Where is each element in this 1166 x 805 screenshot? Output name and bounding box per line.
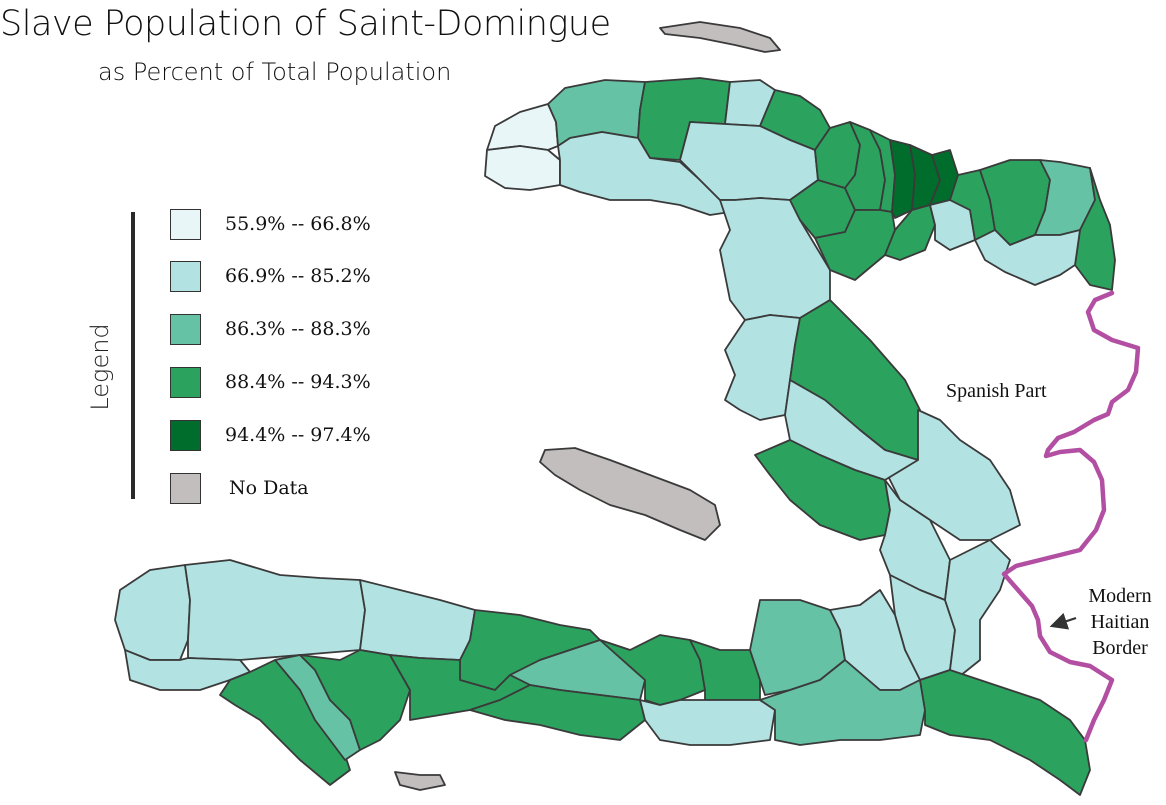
- no-data-island: [394, 771, 446, 791]
- legend-item-4: 88.4% -- 94.3%: [170, 365, 371, 399]
- spanish-part-label: Spanish Part: [946, 380, 1047, 402]
- legend-swatch-5: [170, 419, 201, 451]
- no-data-island: [659, 21, 781, 53]
- legend-swatch-2: [170, 260, 201, 292]
- map-subtitle: as Percent of Total Population: [98, 58, 452, 86]
- legend-item-6: No Data: [170, 471, 309, 505]
- legend-swatch-3: [170, 313, 201, 345]
- legend-label-4: 88.4% -- 94.3%: [225, 371, 371, 393]
- legend-label-1: 55.9% -- 66.8%: [225, 213, 371, 235]
- parish-region: [299, 649, 411, 751]
- parish-region: [114, 564, 191, 661]
- legend-swatch-6: [170, 472, 201, 504]
- modern-border-label: Modern Haitian Border: [1072, 583, 1166, 661]
- modern-haitian-border-line: [1001, 290, 1141, 743]
- border-pointer-arrow: [1049, 612, 1077, 630]
- modern-border-label-line-2: Haitian: [1090, 611, 1150, 633]
- map-title: Slave Population of Saint-Domingue: [0, 4, 611, 44]
- parish-region: [974, 229, 1081, 286]
- legend-item-2: 66.9% -- 85.2%: [170, 259, 371, 293]
- parish-region: [484, 145, 561, 191]
- parish-region: [184, 559, 366, 661]
- legend-item-1: 55.9% -- 66.8%: [170, 207, 371, 241]
- legend-label-5: 94.4% -- 97.4%: [225, 424, 371, 446]
- parish-region: [1074, 167, 1116, 291]
- legend-swatch-1: [170, 208, 201, 240]
- legend-item-5: 94.4% -- 97.4%: [170, 418, 371, 452]
- modern-border-label-line-1: Modern: [1088, 585, 1152, 607]
- legend-label-6: No Data: [229, 477, 309, 499]
- legend-divider: [131, 212, 135, 499]
- parish-region: [359, 579, 476, 661]
- legend-item-3: 86.3% -- 88.3%: [170, 312, 371, 346]
- parish-region: [486, 103, 559, 151]
- legend-swatch-4: [170, 366, 201, 398]
- parish-region: [919, 669, 1091, 796]
- legend-title: Legend: [86, 323, 114, 411]
- parish-region: [724, 314, 801, 421]
- parish-region: [814, 209, 896, 281]
- modern-border-label-line-3: Border: [1092, 637, 1148, 659]
- legend-label-3: 86.3% -- 88.3%: [225, 318, 371, 340]
- parish-region: [944, 539, 1011, 681]
- legend-label-2: 66.9% -- 85.2%: [225, 265, 371, 287]
- no-data-island: [539, 447, 721, 541]
- parish-region: [639, 699, 776, 746]
